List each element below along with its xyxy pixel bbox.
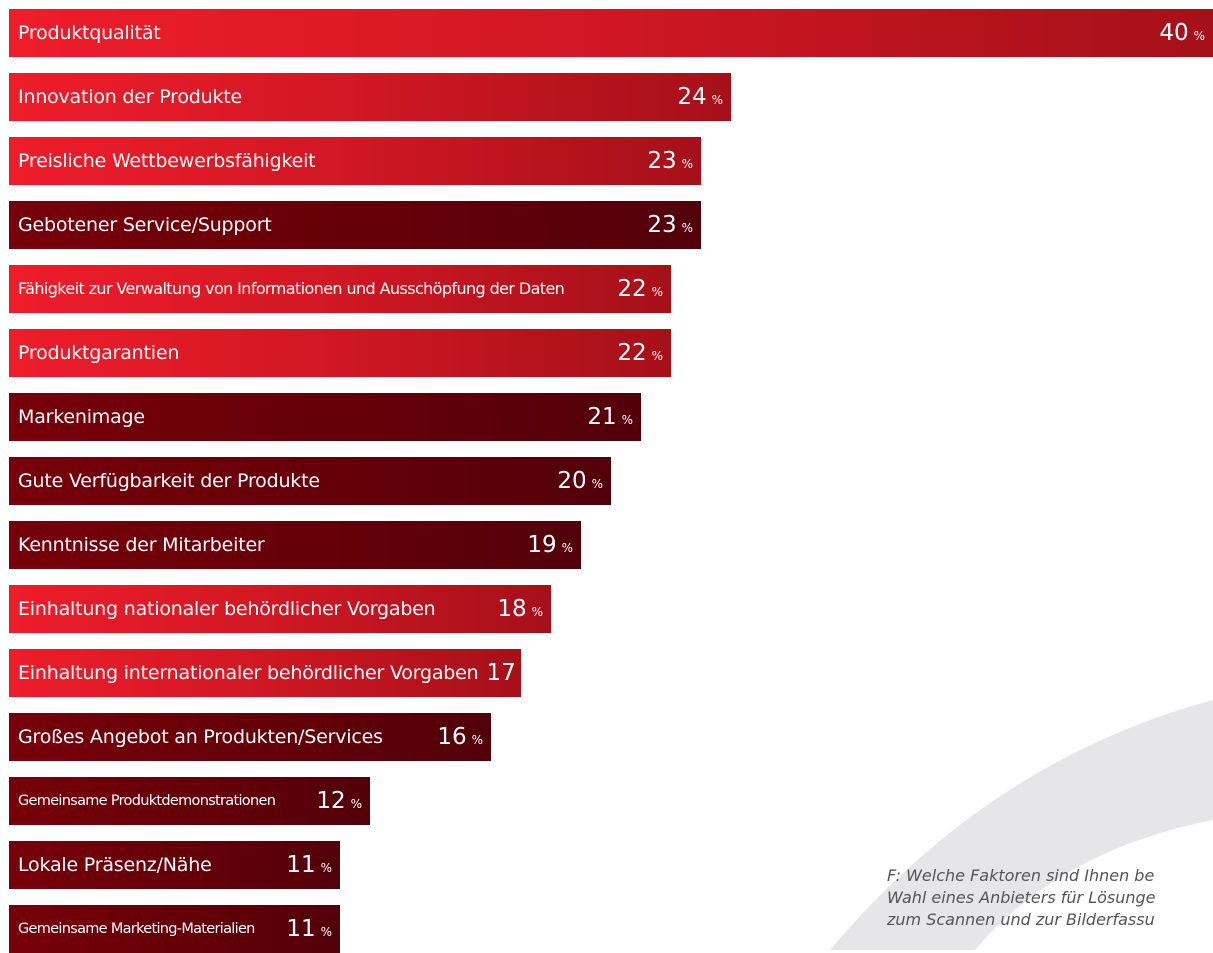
bar-value-label: 24% xyxy=(677,84,723,110)
bar-label: Preisliche Wettbewerbsfähigkeit xyxy=(18,150,315,172)
bar-value-label: 12% xyxy=(316,788,362,814)
bar-1: Innovation der Produkte 24% xyxy=(9,73,731,121)
bar-label: Lokale Präsenz/Nähe xyxy=(18,854,212,876)
percent-sign: % xyxy=(321,861,332,875)
bar-label: Produktqualität xyxy=(18,22,161,44)
bar-value-number: 11 xyxy=(286,916,315,942)
bar-10: Einhaltung internationaler behördlicher … xyxy=(9,649,521,697)
percent-sign: % xyxy=(321,925,332,939)
bar-value-label: 19% xyxy=(527,532,573,558)
percent-sign: % xyxy=(682,221,693,235)
bar-6: Markenimage 21% xyxy=(9,393,641,441)
bar-value-label: 22% xyxy=(617,276,663,302)
percent-sign: % xyxy=(652,285,663,299)
bar-label: Einhaltung internationaler behördlicher … xyxy=(18,662,478,684)
bar-12: Gemeinsame Produktdemonstrationen 12% xyxy=(9,777,370,825)
bar-value-label: 16% xyxy=(437,724,483,750)
bar-value-label: 40% xyxy=(1159,20,1205,46)
bar-value-number: 12 xyxy=(316,788,345,814)
bar-value-number: 23 xyxy=(647,212,676,238)
bar-label: Fähigkeit zur Verwaltung von Information… xyxy=(18,279,564,298)
percent-sign: % xyxy=(532,605,543,619)
bar-value-label: 11% xyxy=(286,916,332,942)
bar-label: Innovation der Produkte xyxy=(18,86,242,108)
bar-value-number: 16 xyxy=(437,724,466,750)
bar-value-number: 17 xyxy=(486,660,515,686)
bar-9: Einhaltung nationaler behördlicher Vorga… xyxy=(9,585,551,633)
bar-value-label: 23% xyxy=(647,212,693,238)
bar-13: Lokale Präsenz/Nähe 11% xyxy=(9,841,340,889)
bar-11: Großes Angebot an Produkten/Services 16% xyxy=(9,713,491,761)
percent-sign: % xyxy=(682,157,693,171)
percent-sign: % xyxy=(652,349,663,363)
bar-8: Kenntnisse der Mitarbeiter 19% xyxy=(9,521,581,569)
percent-sign: % xyxy=(472,733,483,747)
bar-value-number: 18 xyxy=(497,596,526,622)
percent-sign: % xyxy=(351,797,362,811)
bar-label: Gemeinsame Marketing-Materialien xyxy=(18,921,255,937)
percent-sign: % xyxy=(562,541,573,555)
bar-7: Gute Verfügbarkeit der Produkte 20% xyxy=(9,457,611,505)
bar-label: Markenimage xyxy=(18,406,145,428)
bar-value-number: 21 xyxy=(587,404,616,430)
percent-sign: % xyxy=(622,413,633,427)
bar-value-label: 11% xyxy=(286,852,332,878)
bar-value-number: 22 xyxy=(617,276,646,302)
bar-value-label: 18% xyxy=(497,596,543,622)
bar-label: Kenntnisse der Mitarbeiter xyxy=(18,534,265,556)
bar-value-number: 40 xyxy=(1159,20,1188,46)
percent-sign: % xyxy=(1194,29,1205,43)
bar-label: Gebotener Service/Support xyxy=(18,214,272,236)
bar-0: Produktqualität 40% xyxy=(9,9,1213,57)
bar-label: Gute Verfügbarkeit der Produkte xyxy=(18,470,320,492)
bar-value-number: 11 xyxy=(286,852,315,878)
bar-4: Fähigkeit zur Verwaltung von Information… xyxy=(9,265,671,313)
survey-question: F: Welche Faktoren sind Ihnen be Wahl ei… xyxy=(887,865,1213,931)
bar-value-number: 19 xyxy=(527,532,556,558)
percent-sign: % xyxy=(592,477,603,491)
bar-5: Produktgarantien 22% xyxy=(9,329,671,377)
bar-3: Gebotener Service/Support 23% xyxy=(9,201,701,249)
bar-value-label: 20% xyxy=(557,468,603,494)
bar-label: Gemeinsame Produktdemonstrationen xyxy=(18,793,275,809)
bar-label: Produktgarantien xyxy=(18,342,179,364)
bar-value-label: 21% xyxy=(587,404,633,430)
bar-value-label: 17% xyxy=(486,660,521,686)
bar-value-number: 23 xyxy=(647,148,676,174)
bar-value-label: 23% xyxy=(647,148,693,174)
bar-value-number: 20 xyxy=(557,468,586,494)
percent-sign: % xyxy=(712,93,723,107)
bar-value-label: 22% xyxy=(617,340,663,366)
bar-value-number: 22 xyxy=(617,340,646,366)
bar-2: Preisliche Wettbewerbsfähigkeit 23% xyxy=(9,137,701,185)
bar-value-number: 24 xyxy=(677,84,706,110)
bar-label: Einhaltung nationaler behördlicher Vorga… xyxy=(18,598,436,620)
bar-label: Großes Angebot an Produkten/Services xyxy=(18,726,383,748)
bar-14: Gemeinsame Marketing-Materialien 11% xyxy=(9,905,340,953)
